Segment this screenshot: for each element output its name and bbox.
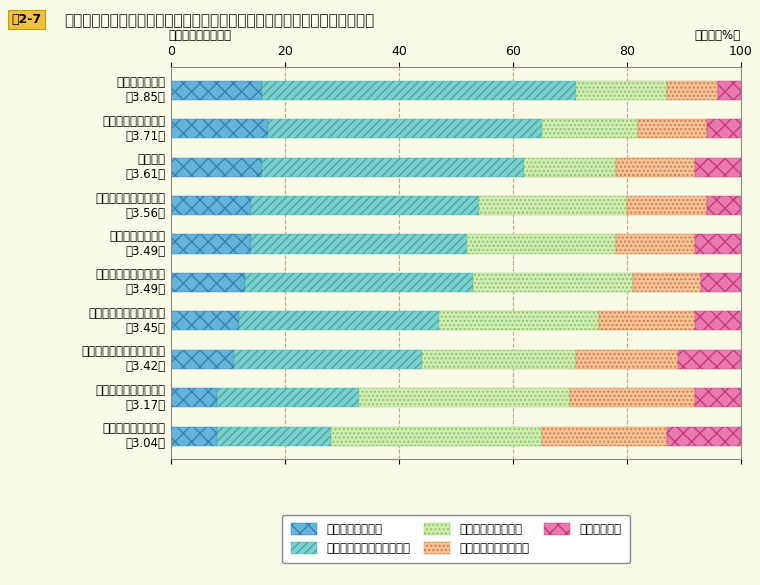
Bar — [695, 311, 741, 331]
Bar — [576, 81, 667, 100]
Bar — [217, 388, 359, 407]
Bar — [576, 350, 679, 369]
Bar — [473, 273, 632, 292]
Bar — [217, 426, 331, 446]
Bar — [599, 311, 695, 331]
Bar — [422, 350, 576, 369]
Bar — [171, 196, 251, 215]
Bar — [171, 273, 245, 292]
Bar — [718, 81, 741, 100]
Bar — [707, 196, 741, 215]
Bar — [616, 235, 695, 254]
Bar — [171, 388, 217, 407]
Text: （単位：%）: （単位：%） — [695, 29, 741, 42]
Bar — [678, 350, 741, 369]
Bar — [245, 273, 473, 292]
Bar — [331, 426, 541, 446]
Bar — [171, 81, 262, 100]
Text: 【仕事への積極的な取組】の領域に属する質問項目別の回答割合及び平均値: 【仕事への積極的な取組】の領域に属する質問項目別の回答割合及び平均値 — [65, 13, 375, 28]
Bar — [570, 388, 695, 407]
Bar — [695, 157, 741, 177]
Bar — [171, 235, 251, 254]
Bar — [695, 235, 741, 254]
Bar — [707, 119, 741, 139]
Bar — [171, 157, 262, 177]
Bar — [234, 350, 422, 369]
Bar — [638, 119, 707, 139]
Text: 図2-7: 図2-7 — [11, 13, 42, 26]
Bar — [262, 157, 524, 177]
Bar — [467, 235, 616, 254]
Bar — [541, 426, 667, 446]
Bar — [251, 235, 467, 254]
Bar — [251, 196, 479, 215]
Bar — [616, 157, 695, 177]
Bar — [667, 81, 718, 100]
Bar — [239, 311, 439, 331]
Text: 質問項目（平均値）: 質問項目（平均値） — [168, 29, 231, 42]
Legend: まったくその通り, どちらかといえばその通り, どちらともいえない, どちらかといえば違う, まったく違う: まったくその通り, どちらかといえばその通り, どちらともいえない, どちらかと… — [283, 515, 629, 563]
Bar — [359, 388, 570, 407]
Bar — [632, 273, 701, 292]
Bar — [171, 426, 217, 446]
Bar — [262, 81, 576, 100]
Bar — [701, 273, 741, 292]
Bar — [479, 196, 627, 215]
Bar — [667, 426, 741, 446]
Bar — [439, 311, 599, 331]
Bar — [627, 196, 707, 215]
Bar — [171, 119, 268, 139]
Bar — [695, 388, 741, 407]
Bar — [524, 157, 616, 177]
Bar — [171, 311, 239, 331]
Bar — [268, 119, 541, 139]
Bar — [171, 350, 234, 369]
Bar — [541, 119, 638, 139]
